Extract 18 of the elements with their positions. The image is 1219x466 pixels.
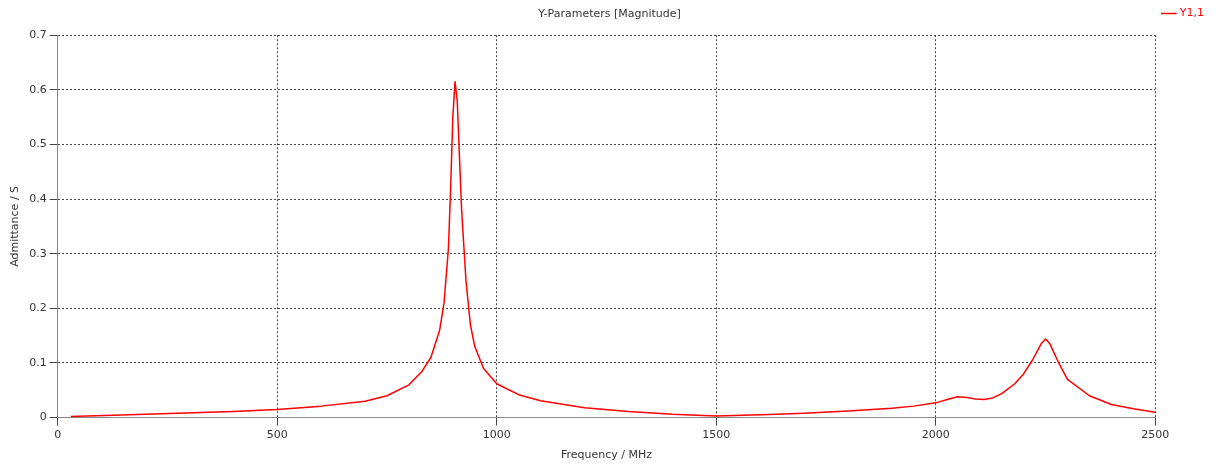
y-axis-title: Admittance / S — [8, 185, 22, 267]
x-tick-label: 1000 — [482, 428, 511, 442]
y-tick-label: 0 — [39, 410, 47, 424]
x-tick-label: 2000 — [921, 428, 950, 442]
x-tick-label: 1500 — [702, 428, 731, 442]
chart-title: Y-Parameters [Magnitude] — [537, 7, 681, 21]
y-tick-label: 0.7 — [29, 28, 47, 42]
x-axis-title: Frequency / MHz — [560, 448, 653, 462]
x-tick-label: 500 — [266, 428, 288, 442]
y-tick-label: 0.3 — [29, 246, 47, 260]
y-tick-label: 0.6 — [29, 82, 47, 96]
y-tick-label: 0.1 — [29, 355, 47, 369]
x-tick-label: 0 — [54, 428, 62, 442]
y-tick-label: 0.2 — [29, 301, 47, 315]
y-tick-label: 0.5 — [29, 137, 47, 151]
legend-label: Y1,1 — [1178, 6, 1205, 20]
y-tick-label: 0.4 — [29, 191, 47, 205]
x-tick-label: 2500 — [1141, 428, 1170, 442]
